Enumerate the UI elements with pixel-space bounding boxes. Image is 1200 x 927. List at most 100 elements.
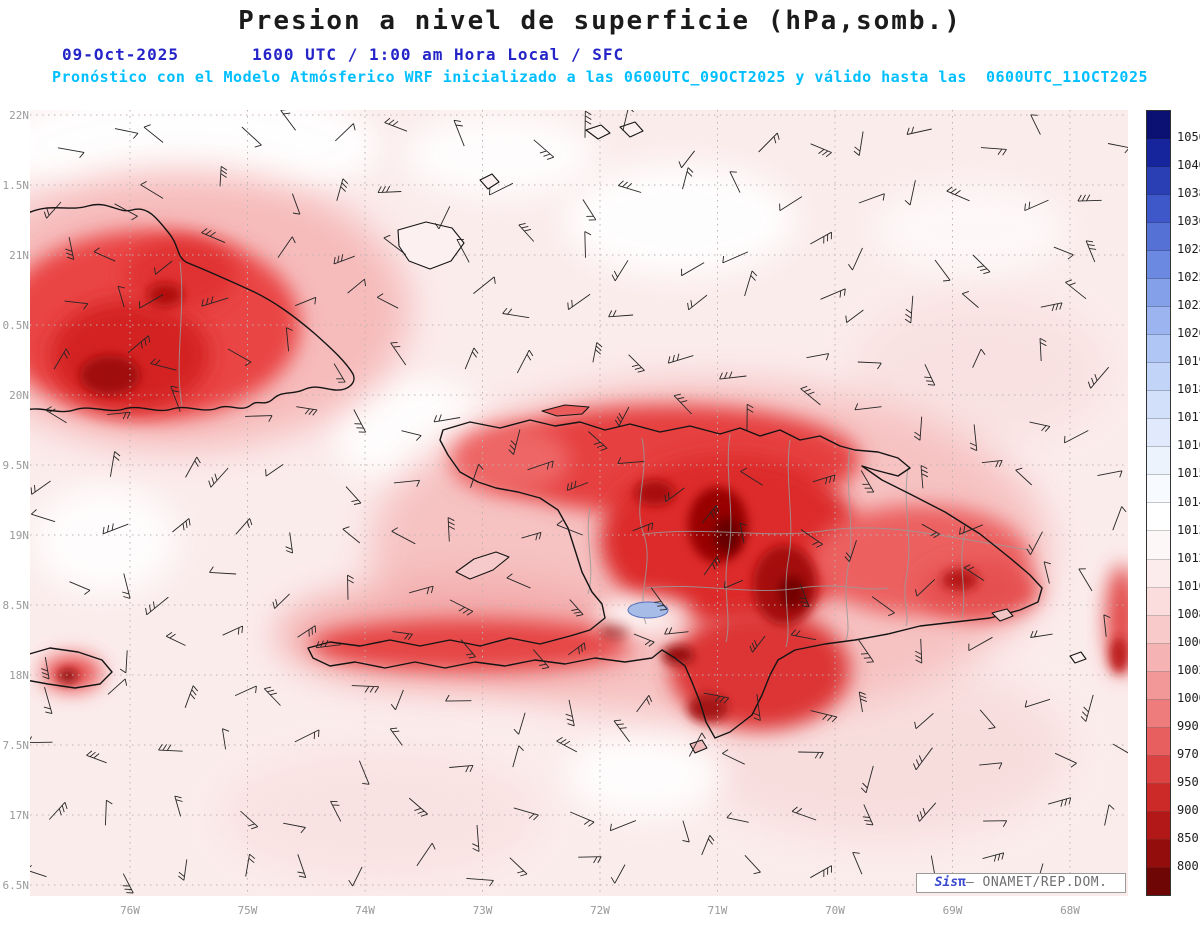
wind-barb	[209, 566, 237, 575]
colorbar-label: 1018	[1177, 382, 1200, 397]
wind-barb	[502, 307, 530, 319]
graticule-gridlines	[30, 110, 1128, 896]
colorbar-label: 1020	[1177, 326, 1200, 341]
colorbar-label: 1040	[1177, 158, 1200, 173]
wind-barb	[527, 460, 554, 471]
wind-barb	[513, 807, 539, 821]
wind-barb	[1103, 614, 1111, 637]
wind-barb	[518, 222, 535, 242]
wind-barb	[791, 806, 817, 821]
wind-barb	[1029, 421, 1051, 432]
wind-barb	[820, 288, 846, 300]
wind-barb	[516, 349, 534, 374]
wind-barb	[449, 764, 474, 773]
wind-barb	[729, 171, 741, 193]
wind-barb	[384, 117, 408, 132]
wind-barb	[241, 126, 262, 148]
wind-barb	[336, 178, 349, 201]
coastlines	[30, 203, 1043, 739]
colorbar-segment	[1147, 251, 1170, 280]
wind-barb	[1030, 114, 1041, 135]
wind-barb	[1043, 561, 1051, 584]
colorbar-label: 900	[1177, 802, 1199, 817]
wind-barb	[853, 131, 864, 156]
wind-barb	[744, 270, 758, 297]
wind-barb	[800, 385, 821, 406]
wind-barb	[280, 110, 296, 131]
wind-barb	[376, 293, 399, 309]
wind-barb	[979, 762, 1003, 770]
wind-barb	[43, 201, 62, 219]
wind-barb	[912, 747, 933, 771]
wind-barb	[48, 801, 68, 820]
lat-label: 7.5N	[2, 739, 30, 752]
wind-barb	[389, 727, 403, 746]
colorbar-segment	[1147, 559, 1170, 588]
wind-barb	[810, 710, 838, 723]
colorbar-label: 1008	[1177, 606, 1200, 621]
wind-barb	[295, 296, 317, 307]
colorbar-label: 1019	[1177, 354, 1200, 369]
wind-barb	[1080, 694, 1094, 722]
colorbar-segment	[1147, 531, 1170, 560]
wind-barb	[333, 363, 346, 383]
colorbar-segment	[1147, 755, 1170, 784]
wind-barb	[906, 126, 932, 135]
wind-barb	[568, 642, 586, 656]
wind-barb	[391, 527, 416, 545]
wind-barb	[980, 147, 1007, 156]
colorbar-segment	[1147, 475, 1170, 504]
wind-barb	[447, 517, 456, 542]
wind-barb	[235, 518, 253, 535]
wind-barb	[178, 859, 188, 881]
colorbar-segment	[1147, 727, 1170, 756]
colorbar-label: 850	[1177, 830, 1199, 845]
wind-barb	[221, 728, 230, 750]
lat-label: 20N	[9, 389, 29, 402]
wind-barb	[614, 406, 630, 427]
wind-barb	[569, 599, 584, 617]
wind-barb	[921, 523, 940, 539]
colorbar-segment	[1147, 783, 1170, 812]
wind-barb	[185, 456, 201, 478]
wind-barb	[582, 199, 597, 221]
turks-island-2	[619, 121, 644, 138]
saona-island	[991, 608, 1014, 622]
wind-barb	[333, 254, 355, 265]
wind-barb	[401, 430, 422, 441]
wind-barb	[862, 804, 874, 826]
wind-barb	[409, 585, 434, 595]
wind-barb	[358, 760, 370, 785]
wind-barb	[1053, 246, 1074, 260]
wind-barb	[170, 385, 181, 412]
gonave-island	[455, 551, 510, 580]
wind-barb	[285, 327, 293, 352]
wind-barb	[914, 638, 923, 664]
wind-barb	[263, 686, 281, 706]
colorbar-segment	[1147, 811, 1170, 840]
wind-barb	[348, 866, 363, 887]
wind-barb	[383, 234, 407, 255]
wind-barb	[30, 865, 47, 878]
colorbar-label: 970	[1177, 746, 1199, 761]
wind-barb	[1026, 531, 1043, 555]
wind-barb	[53, 348, 70, 370]
wind-barb	[701, 505, 720, 524]
wind-barb	[920, 465, 929, 489]
wind-barb	[449, 599, 474, 616]
wind-barb	[57, 147, 85, 158]
wind-barb	[65, 237, 75, 260]
wind-barb	[687, 294, 708, 311]
wind-barb	[509, 857, 528, 877]
wind-barb	[1065, 279, 1087, 300]
wind-barb	[393, 479, 421, 487]
small-cay	[479, 173, 500, 190]
wind-barb	[703, 556, 721, 576]
wind-barb	[353, 409, 367, 433]
wind-barb	[265, 464, 284, 477]
wind-barb	[330, 800, 342, 822]
wind-barb	[1024, 199, 1049, 212]
wind-barb	[610, 864, 626, 884]
wind-barb	[810, 231, 832, 245]
